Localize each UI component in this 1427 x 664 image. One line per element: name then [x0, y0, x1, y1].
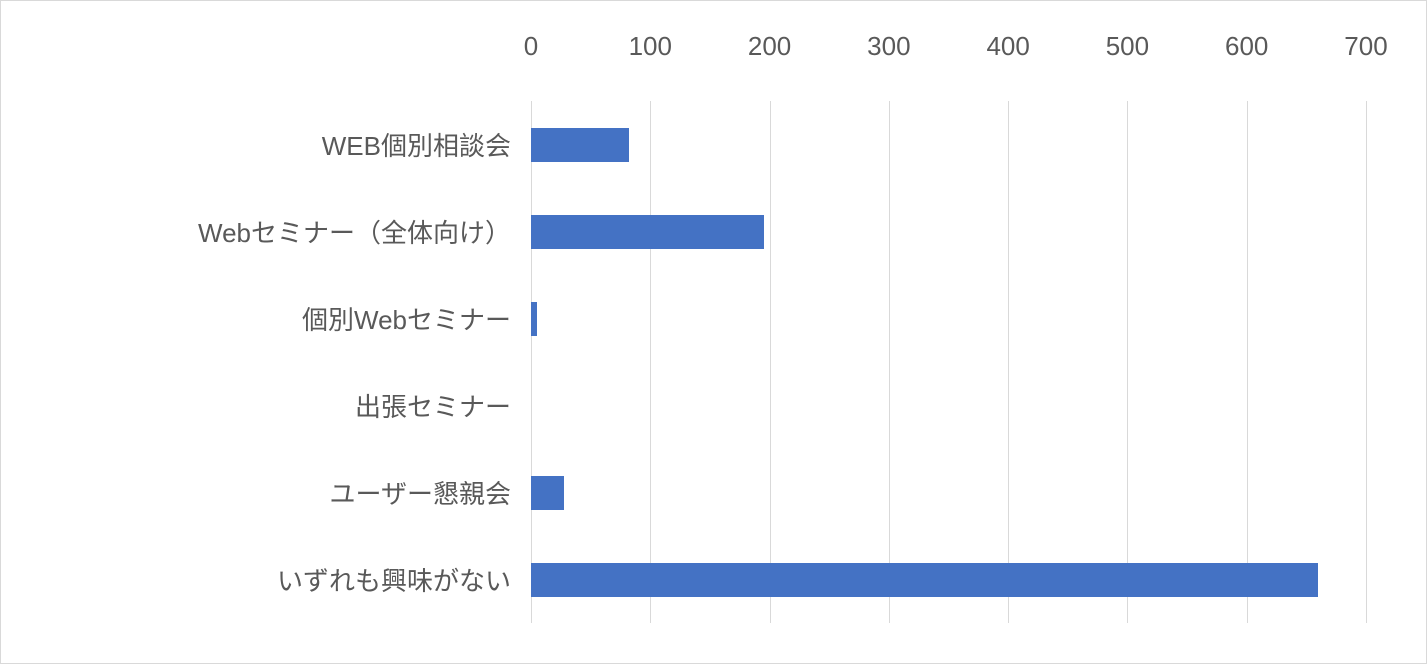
bar — [531, 128, 629, 162]
bar-track — [531, 449, 1366, 536]
bar-track — [531, 536, 1366, 623]
x-tick-6: 600 — [1225, 31, 1268, 62]
bars-area: WEB個別相談会 Webセミナー（全体向け） 個別Webセミナー 出張セミナー — [61, 101, 1366, 623]
bar-row: いずれも興味がない — [61, 536, 1366, 623]
bar-label: いずれも興味がない — [61, 561, 521, 598]
bar-row: Webセミナー（全体向け） — [61, 188, 1366, 275]
bar-label: ユーザー懇親会 — [61, 474, 521, 511]
x-tick-5: 500 — [1106, 31, 1149, 62]
x-tick-2: 200 — [748, 31, 791, 62]
chart-container: 0 100 200 300 400 500 600 700 WEB個別相談会 — [0, 0, 1427, 664]
bar-label: WEB個別相談会 — [61, 126, 521, 163]
bar — [531, 215, 764, 249]
bar-row: WEB個別相談会 — [61, 101, 1366, 188]
bar-row: 個別Webセミナー — [61, 275, 1366, 362]
x-tick-0: 0 — [524, 31, 538, 62]
gridline — [1366, 101, 1367, 623]
x-tick-1: 100 — [629, 31, 672, 62]
x-axis-labels: 0 100 200 300 400 500 600 700 — [531, 31, 1366, 71]
x-tick-7: 700 — [1344, 31, 1387, 62]
bar-track — [531, 101, 1366, 188]
bar-label: 出張セミナー — [61, 387, 521, 424]
bar-label: 個別Webセミナー — [61, 300, 521, 337]
plot-area: WEB個別相談会 Webセミナー（全体向け） 個別Webセミナー 出張セミナー — [61, 101, 1366, 623]
bar-row: 出張セミナー — [61, 362, 1366, 449]
bar-track — [531, 362, 1366, 449]
x-tick-4: 400 — [986, 31, 1029, 62]
bar — [531, 476, 564, 510]
bar-track — [531, 275, 1366, 362]
bar-track — [531, 188, 1366, 275]
x-tick-3: 300 — [867, 31, 910, 62]
bar-row: ユーザー懇親会 — [61, 449, 1366, 536]
bar-label: Webセミナー（全体向け） — [61, 213, 521, 250]
bar — [531, 302, 537, 336]
bar — [531, 563, 1318, 597]
